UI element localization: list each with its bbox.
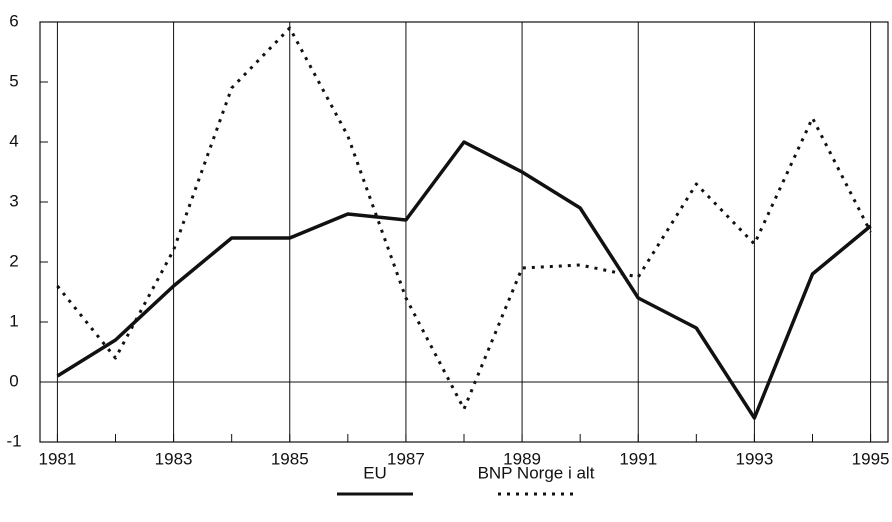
x-tick-label: 1995 — [852, 449, 890, 468]
y-tick-label: 1 — [9, 311, 18, 330]
x-tick-label: 1983 — [155, 449, 193, 468]
x-tick-label: 1985 — [271, 449, 309, 468]
x-tick-label: 1989 — [503, 449, 541, 468]
y-tick-label: 6 — [9, 11, 18, 30]
series-line — [56, 140, 872, 420]
legend-label: EU — [363, 463, 387, 482]
y-tick-label: -1 — [6, 431, 21, 450]
y-tick-label: 4 — [9, 131, 18, 150]
series-line — [56, 26, 872, 411]
x-tick-label: 1993 — [735, 449, 773, 468]
plot-frame — [39, 21, 889, 443]
y-tick-label: 5 — [9, 71, 18, 90]
x-tick-label: 1987 — [387, 449, 425, 468]
y-tick-label: 3 — [9, 191, 18, 210]
x-tick-label: 1991 — [619, 449, 657, 468]
y-tick-label: 0 — [9, 371, 18, 390]
x-tick-label: 1981 — [39, 449, 77, 468]
legend-label: BNP Norge i alt — [478, 463, 595, 482]
y-tick-label: 2 — [9, 251, 18, 270]
